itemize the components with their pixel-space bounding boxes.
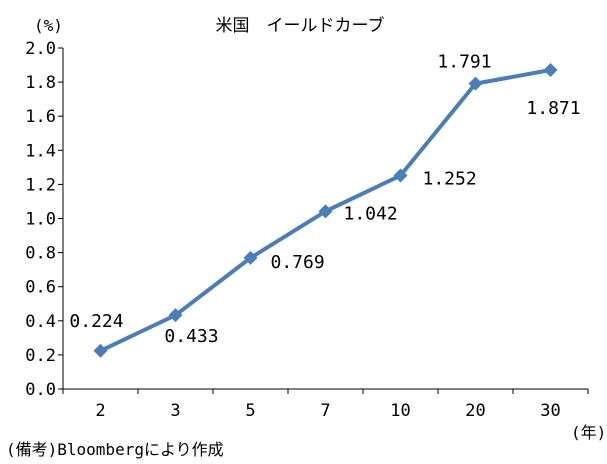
x-tick-label: 7 xyxy=(320,401,330,421)
y-axis-ticks: 0.0 0.2 0.4 0.6 0.8 1.0 1.2 1.4 1.6 1.8 2.0 xyxy=(25,39,63,400)
y-tick-label: 0.2 xyxy=(25,346,56,366)
y-tick-label: 1.4 xyxy=(25,141,56,161)
y-tick-label: 1.2 xyxy=(25,175,56,195)
series-group xyxy=(93,62,558,358)
chart-title: 米国 イールドカーブ xyxy=(216,15,385,36)
data-label: 1.252 xyxy=(423,169,477,190)
data-point-marker xyxy=(393,168,408,183)
x-tick-label: 30 xyxy=(540,401,560,421)
y-tick-label: 1.6 xyxy=(25,107,56,127)
y-tick-label: 0.4 xyxy=(25,312,56,332)
y-tick-label: 0.8 xyxy=(25,244,56,264)
data-point-marker xyxy=(168,308,183,323)
data-label: 0.769 xyxy=(271,252,325,273)
data-point-marker xyxy=(243,250,258,265)
data-label: 0.224 xyxy=(69,311,123,332)
x-tick-label: 10 xyxy=(390,401,410,421)
y-tick-label: 0.0 xyxy=(25,380,56,400)
data-label: 0.433 xyxy=(164,326,218,347)
data-labels-group: 0.224 0.433 0.769 1.042 1.252 1.791 1.871 xyxy=(69,52,580,348)
data-label: 1.871 xyxy=(526,98,580,119)
x-axis-ticks: 2 3 5 7 10 20 30 xyxy=(62,389,589,421)
x-tick-label: 5 xyxy=(245,401,255,421)
y-tick-label: 2.0 xyxy=(25,39,56,59)
y-tick-label: 0.6 xyxy=(25,278,56,298)
data-point-marker xyxy=(543,62,558,77)
data-point-marker xyxy=(318,204,333,219)
data-point-marker xyxy=(468,76,483,91)
data-label: 1.791 xyxy=(437,52,491,73)
x-tick-label: 20 xyxy=(465,401,485,421)
y-tick-label: 1.0 xyxy=(25,210,56,230)
y-tick-label: 1.8 xyxy=(25,73,56,93)
data-point-marker xyxy=(93,343,108,358)
x-tick-label: 2 xyxy=(95,401,105,421)
data-label: 1.042 xyxy=(344,203,398,224)
x-tick-label: 3 xyxy=(170,401,180,421)
source-note: (備考)Bloombergにより作成 xyxy=(6,440,224,459)
y-axis-unit-label: (%) xyxy=(34,16,63,35)
x-axis-unit-label: (年) xyxy=(571,423,606,442)
